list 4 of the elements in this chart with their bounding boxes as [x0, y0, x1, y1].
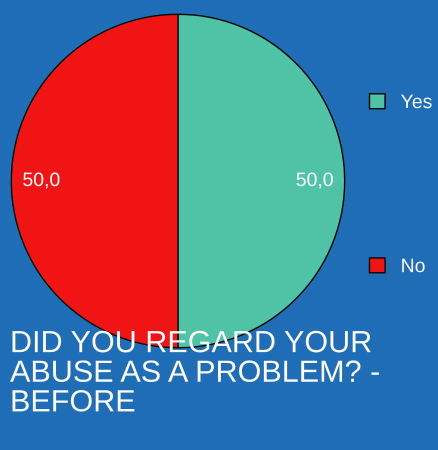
legend-label: Yes	[401, 94, 432, 108]
data-label: 50,0	[23, 172, 60, 189]
legend-label: No	[402, 258, 425, 272]
data-label: 50,0	[296, 172, 333, 189]
